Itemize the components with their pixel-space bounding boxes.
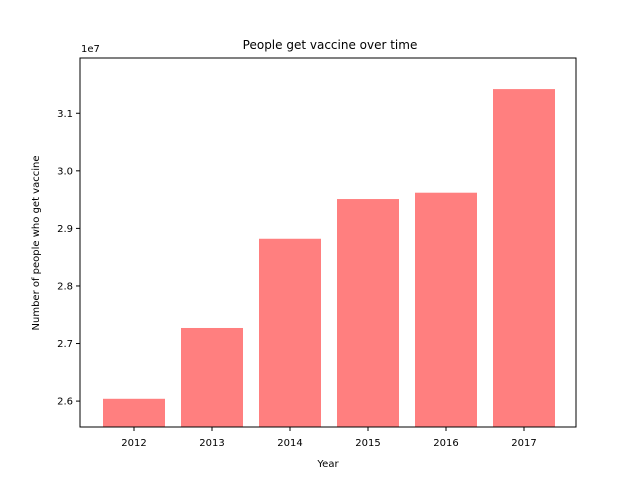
y-tick-label: 2.7 [57,339,73,350]
x-tick-label: 2015 [355,438,380,449]
bars-group [103,89,555,427]
x-tick-label: 2014 [277,438,302,449]
plot-frame [79,57,577,428]
x-tick-label: 2017 [511,438,536,449]
y-tick-label: 2.8 [57,281,73,292]
y-tick-label: 3.1 [57,109,73,120]
bar-2014 [259,238,321,427]
y-tick-label: 3.0 [57,166,73,177]
bar-2012 [103,398,165,427]
bar-2017 [493,89,555,427]
y-axis-label: Number of people who get vaccine [31,156,42,331]
bar-2016 [415,192,477,427]
x-tick-label: 2013 [199,438,224,449]
y-tick-label: 2.9 [57,224,73,235]
y-offset-label: 1e7 [81,44,100,55]
y-axis-ticks: 2.6 2.7 2.8 2.9 3.0 3.1 [57,109,80,408]
y-tick-label: 2.6 [57,397,73,408]
chart-title: People get vaccine over time [243,38,418,52]
x-tick-label: 2012 [121,438,146,449]
x-axis-label: Year [316,459,339,470]
x-axis-ticks: 2012 2013 2014 2015 2016 2017 [121,427,537,449]
bar-2013 [181,327,243,427]
x-tick-label: 2016 [433,438,458,449]
bar-2015 [337,199,399,427]
